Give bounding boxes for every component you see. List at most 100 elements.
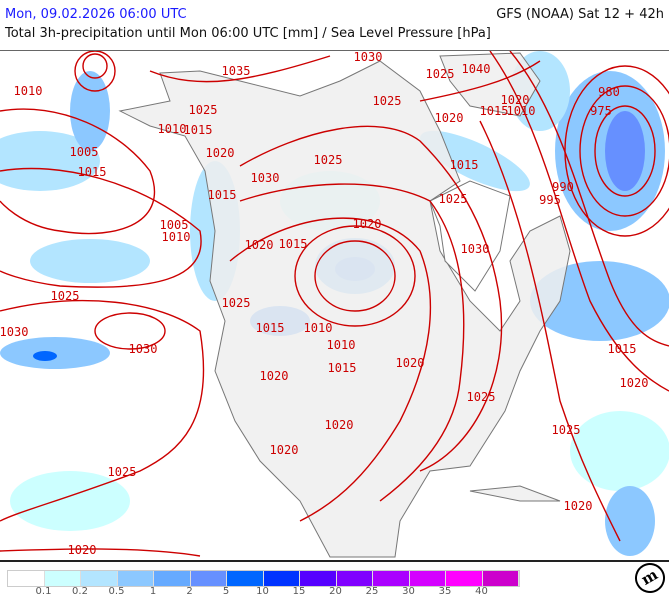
isobar-label: 1025 (51, 289, 80, 303)
isobar (479, 120, 621, 542)
hudson-bay (429, 180, 511, 292)
legend-swatch (409, 571, 446, 586)
isobar-label: 1020 (501, 93, 530, 107)
valid-time: Mon, 09.02.2026 06:00 UTC (5, 7, 187, 22)
isobar-label: 1025 (189, 103, 218, 117)
precip-area (605, 111, 645, 191)
isobar-label: 1015 (450, 158, 479, 172)
legend-swatch (8, 571, 45, 586)
isobar-label: 1005 (70, 145, 99, 159)
isobar (0, 299, 205, 522)
legend-tick: 5 (222, 586, 230, 597)
precip-area (420, 130, 530, 192)
isobar-label: 1025 (552, 423, 581, 437)
legend-swatch (81, 571, 118, 586)
isobar-label: 1020 (396, 356, 425, 370)
isobar-label: 975 (590, 104, 612, 118)
isobar-label: 1030 (251, 171, 280, 185)
legend-swatch (336, 571, 373, 586)
precip-area (30, 239, 150, 283)
legend-swatch (44, 571, 81, 586)
precip-area (70, 71, 110, 151)
legend-tick: 10 (256, 586, 269, 597)
isobar-label: 1025 (439, 192, 468, 206)
isobar-label: 1010 (14, 84, 43, 98)
legend-swatch (263, 571, 300, 586)
legend-tick: 1 (149, 586, 157, 597)
legend-swatch (300, 571, 337, 586)
isobar-label: 1020 (353, 217, 382, 231)
isobar-label: 1025 (467, 390, 496, 404)
isobar (0, 108, 156, 235)
legend-tick: 30 (402, 586, 415, 597)
isobar-label: 1005 (160, 218, 189, 232)
isobar-label: 990 (552, 180, 574, 194)
isobar-label: 1020 (270, 443, 299, 457)
legend-tick: 15 (292, 586, 306, 597)
isobar (239, 125, 503, 472)
isobar-label: 980 (598, 85, 620, 99)
legend-swatch (373, 571, 410, 586)
isobar-label: 1020 (206, 146, 235, 160)
isobar-label: 1025 (373, 94, 402, 108)
isobar-label: 1015 (78, 165, 107, 179)
isobar-label: 1020 (435, 111, 464, 125)
isobar-label: 1015 (328, 361, 357, 375)
isobar (229, 217, 432, 522)
legend-swatch (190, 571, 227, 586)
legend-tick: 0.5 (108, 586, 125, 597)
isobar-label: 1015 (256, 321, 285, 335)
isobar (564, 65, 669, 237)
precip-area (0, 337, 110, 369)
isobar-label: 1015 (208, 188, 237, 202)
isobar (74, 51, 116, 92)
isobar-label: 1020 (245, 238, 274, 252)
isobar (0, 548, 201, 557)
legend-tick: 35 (438, 586, 452, 597)
isobar-label: 1020 (564, 499, 593, 513)
legend-tick: 20 (329, 586, 342, 597)
isobar (294, 225, 416, 327)
legend-swatch (446, 571, 483, 586)
isobar-label: 1015 (480, 104, 509, 118)
legend-swatch (227, 571, 264, 586)
isobar (314, 240, 396, 312)
isobar-label: 1030 (129, 342, 158, 356)
legend-swatch (482, 571, 519, 586)
isobars (0, 51, 669, 557)
legend-tick: 0.1 (35, 586, 52, 597)
legend-tick: 25 (365, 586, 379, 597)
isobar-label: 1035 (222, 64, 251, 78)
isobar-label: 1030 (354, 50, 383, 64)
model-run: GFS (NOAA) Sat 12 + 42h (496, 7, 664, 22)
logo-letter: m (638, 565, 661, 589)
isobar-label: 1020 (68, 543, 97, 557)
isobar (419, 60, 541, 102)
precip-area (10, 471, 130, 531)
isobar (0, 167, 202, 288)
isobar-label: 1020 (620, 376, 649, 390)
legend-tick: 2 (186, 586, 193, 597)
precip-area (570, 411, 669, 491)
precipitation-legend (7, 570, 520, 587)
map-title: Total 3h-precipitation until Mon 06:00 U… (5, 26, 491, 41)
isobar-label: 1025 (108, 465, 137, 479)
isobar (149, 55, 331, 83)
cuba (469, 485, 561, 502)
isobar-label: 1010 (162, 230, 191, 244)
isobar (239, 183, 465, 502)
legend-tick: 0.2 (72, 586, 88, 597)
isobar-label: 1015 (608, 342, 637, 356)
isobar-label: 1025 (222, 296, 251, 310)
isobar-label: 1015 (279, 237, 308, 251)
legend-swatch (154, 571, 191, 586)
isobar (94, 312, 166, 350)
precip-area (605, 486, 655, 556)
isobar-label: 1020 (260, 369, 289, 383)
isobar (594, 105, 656, 197)
isobar (489, 51, 669, 392)
isobar (509, 51, 669, 347)
legend-tick: 40 (475, 586, 488, 597)
